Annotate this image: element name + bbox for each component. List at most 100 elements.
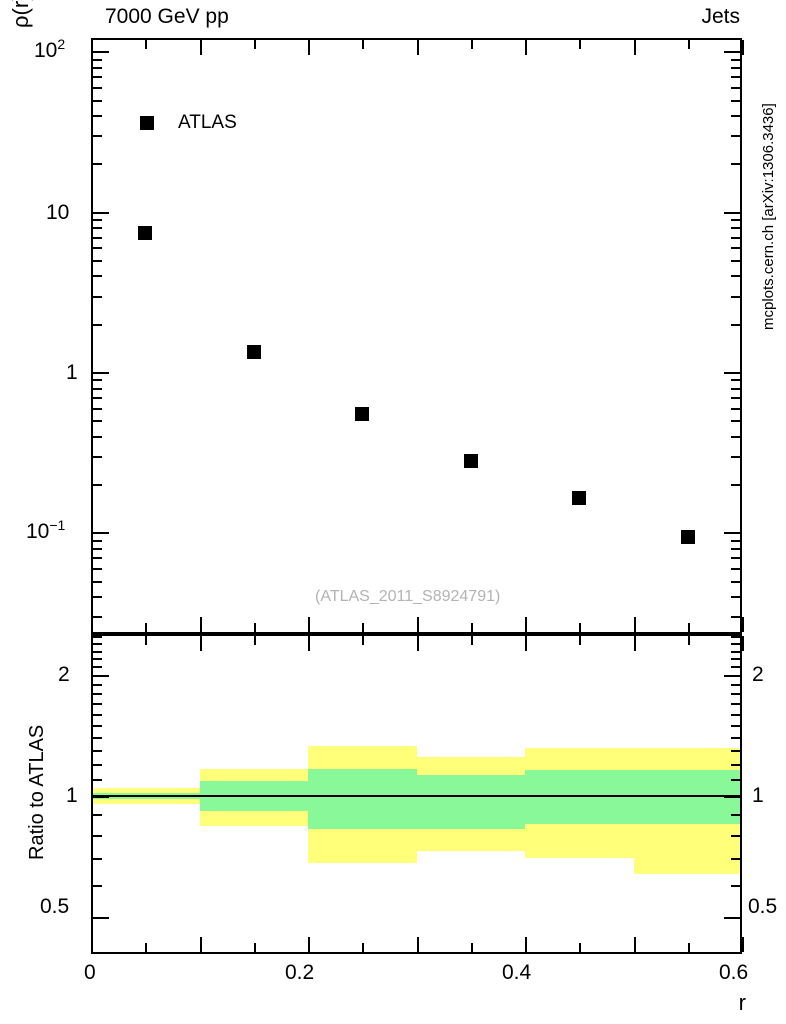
main-y-tick xyxy=(93,456,102,458)
main-y-tick-right xyxy=(731,247,740,249)
legend: ATLAS xyxy=(140,112,237,134)
ratio-y-tick-right xyxy=(724,796,740,798)
main-y-tick xyxy=(93,163,102,165)
main-y-tick-right xyxy=(731,568,740,570)
main-y-tick-right xyxy=(724,51,740,53)
main-y-tick xyxy=(93,115,102,117)
x-axis-label: r xyxy=(738,990,746,1015)
ratio-ytick-1-left: 1 xyxy=(66,784,78,807)
ratio-y-tick xyxy=(93,675,109,677)
main-x-tick-top xyxy=(200,40,202,55)
ratio-x-tick-top xyxy=(362,636,364,645)
analysis-id-watermark: (ATLAS_2011_S8924791) xyxy=(315,588,501,605)
main-x-tick-top xyxy=(688,40,690,49)
main-x-tick-bottom xyxy=(634,617,636,632)
ratio-ytick-0.5-left: 0.5 xyxy=(40,895,70,918)
ratio-x-tick-top xyxy=(417,636,419,651)
ratio-x-tick-bottom xyxy=(417,937,419,952)
main-y-tick xyxy=(93,219,102,221)
main-y-tick xyxy=(93,596,102,598)
main-y-tick-right xyxy=(731,540,740,542)
main-x-tick-bottom xyxy=(417,617,419,632)
main-y-tick xyxy=(93,275,102,277)
main-y-tick xyxy=(93,76,102,78)
ratio-y-tick xyxy=(93,835,102,837)
ratio-y-tick xyxy=(93,750,102,752)
data-point-marker xyxy=(246,345,261,360)
main-x-tick-top xyxy=(254,40,256,49)
ratio-y-tick xyxy=(93,885,102,887)
main-y-tick-right xyxy=(724,372,740,374)
main-x-tick-bottom xyxy=(742,617,744,632)
main-ytick-10: 10 xyxy=(46,201,70,224)
ratio-y-tick-right xyxy=(731,684,740,686)
main-y-tick-right xyxy=(731,581,740,583)
main-y-tick xyxy=(93,59,102,61)
ratio-y-tick xyxy=(93,779,102,781)
ratio-x-tick-top xyxy=(200,636,202,651)
ratio-y-tick-right xyxy=(731,725,740,727)
main-y-tick-right xyxy=(731,59,740,61)
ratio-y-tick-right xyxy=(731,750,740,752)
main-x-tick-bottom xyxy=(525,617,527,632)
ratio-y-tick xyxy=(93,666,102,668)
main-ytick-1e2: 102 xyxy=(34,36,66,62)
ratio-y-tick-right xyxy=(731,651,740,653)
xtick-0.4: 0.4 xyxy=(502,961,532,984)
main-x-tick-bottom xyxy=(362,623,364,632)
main-y-tick-right xyxy=(731,548,740,550)
main-x-tick-top xyxy=(579,40,581,49)
ratio-y-tick-right xyxy=(731,835,740,837)
main-y-tick-right xyxy=(731,324,740,326)
ratio-band-inner xyxy=(633,770,740,825)
main-x-tick-top xyxy=(362,40,364,49)
main-y-tick-right xyxy=(731,397,740,399)
data-point-marker xyxy=(572,491,587,506)
main-x-tick-top xyxy=(91,40,93,55)
main-y-tick xyxy=(93,100,102,102)
ratio-x-tick-top xyxy=(471,636,473,645)
ratio-y-tick-right xyxy=(731,666,740,668)
ratio-x-tick-top xyxy=(579,636,581,645)
main-y-tick-right xyxy=(731,163,740,165)
ratio-y-tick-right xyxy=(731,643,740,645)
main-x-tick-top xyxy=(308,40,310,55)
ratio-y-tick xyxy=(93,796,109,798)
legend-marker-atlas xyxy=(140,116,154,130)
main-y-tick xyxy=(93,135,102,137)
ratio-band-inner xyxy=(525,770,634,825)
ratio-x-tick-top xyxy=(308,636,310,651)
ratio-y-tick-right xyxy=(731,858,740,860)
ratio-y-tick xyxy=(93,658,102,660)
main-y-tick-right xyxy=(731,76,740,78)
ratio-x-tick-bottom xyxy=(471,943,473,952)
ratio-plot-frame xyxy=(91,634,742,954)
main-x-tick-top xyxy=(417,40,419,55)
data-point-marker xyxy=(138,225,153,240)
main-y-tick-right xyxy=(731,219,740,221)
ratio-y-tick xyxy=(93,737,102,739)
ratio-y-tick-right xyxy=(731,658,740,660)
data-point-marker xyxy=(463,453,478,468)
main-y-tick xyxy=(93,388,102,390)
main-y-tick xyxy=(93,87,102,89)
main-y-tick-right xyxy=(731,456,740,458)
main-x-tick-top xyxy=(634,40,636,55)
main-x-tick-top xyxy=(471,40,473,49)
ratio-reference-line xyxy=(93,795,740,797)
main-plot-frame xyxy=(91,38,742,634)
xtick-0.2: 0.2 xyxy=(285,961,315,984)
ratio-band-inner xyxy=(416,774,525,829)
ratio-y-tick-right xyxy=(731,714,740,716)
main-y-tick xyxy=(93,408,102,410)
ratio-y-axis-label: Ratio to ATLAS xyxy=(26,724,48,860)
header-beam-label: 7000 GeV pp xyxy=(105,5,229,28)
ratio-y-tick xyxy=(93,651,102,653)
main-y-axis-label: ρ(r) xyxy=(8,0,33,28)
data-point-marker xyxy=(355,406,370,421)
main-y-tick-right xyxy=(731,557,740,559)
xtick-0: 0 xyxy=(84,961,96,984)
ratio-y-tick-right xyxy=(731,814,740,816)
main-y-tick xyxy=(93,237,102,239)
main-y-tick xyxy=(93,324,102,326)
